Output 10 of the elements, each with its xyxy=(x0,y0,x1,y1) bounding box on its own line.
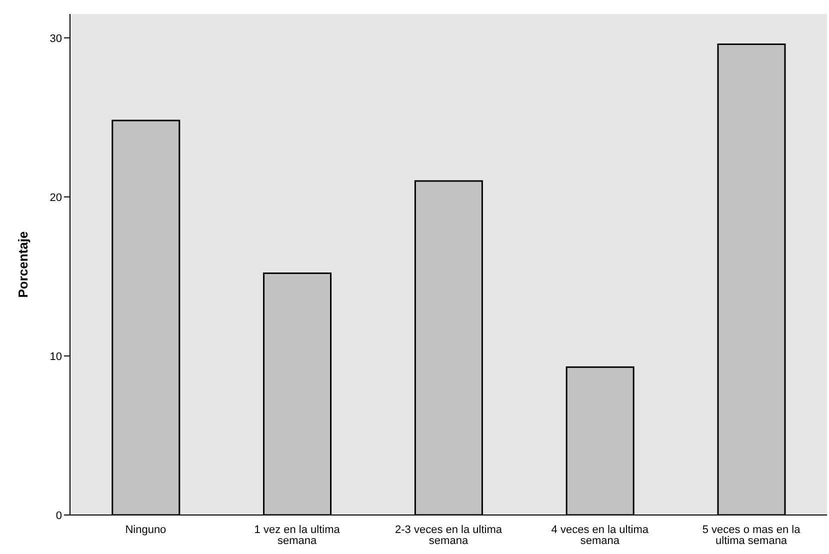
x-tick-label: Ninguno xyxy=(125,524,166,536)
x-tick-label: 4 veces en la ultima semana xyxy=(551,524,650,547)
y-axis-title: Porcentaje xyxy=(16,231,31,298)
y-tick-label: 30 xyxy=(50,32,62,45)
x-tick-label: 1 vez en la ultima semana xyxy=(254,524,341,547)
x-tick-label: 5 veces o mas en la ultima semana xyxy=(702,524,802,547)
y-tick-label: 20 xyxy=(50,192,62,204)
y-tick-label: 0 xyxy=(56,510,62,522)
x-tick-label: 2-3 veces en la ultima semana xyxy=(395,524,503,547)
y-tick-label: 10 xyxy=(50,350,62,363)
